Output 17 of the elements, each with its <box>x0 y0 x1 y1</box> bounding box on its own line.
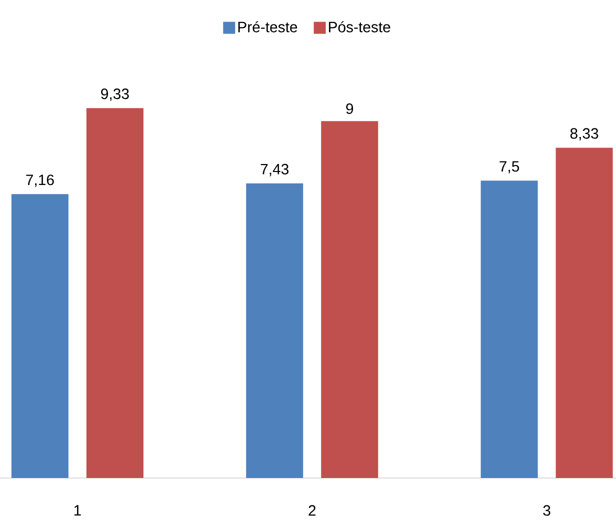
bar <box>556 148 613 478</box>
data-label: 7,16 <box>26 174 54 187</box>
bar <box>321 121 378 478</box>
bar <box>86 108 144 478</box>
x-tick-label: 1 <box>74 505 81 516</box>
legend-label: Pré-teste <box>238 21 298 32</box>
data-label: 7,5 <box>500 161 520 174</box>
data-label: 7,43 <box>260 164 288 176</box>
legend-label: Pós-teste <box>328 21 390 32</box>
x-tick-label: 2 <box>308 505 316 516</box>
x-tick-label: 3 <box>543 505 550 516</box>
data-label: 9 <box>346 103 354 114</box>
data-label: 9,33 <box>101 88 129 101</box>
bar <box>480 180 538 478</box>
bar <box>11 194 68 478</box>
data-label: 8,33 <box>570 128 598 141</box>
bar <box>246 183 304 478</box>
